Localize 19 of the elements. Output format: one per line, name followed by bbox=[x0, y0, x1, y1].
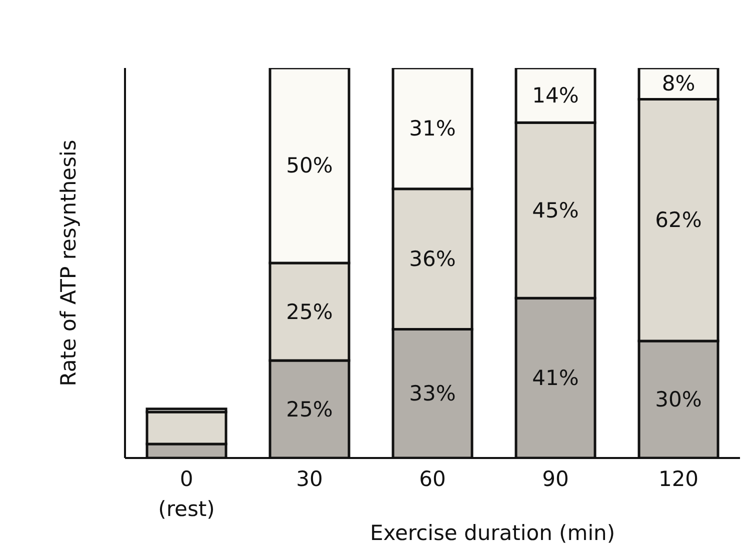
x-tick-label: 60 bbox=[419, 467, 446, 491]
data-label: 33% bbox=[409, 382, 456, 406]
data-label: 36% bbox=[409, 247, 456, 272]
data-label: 25% bbox=[286, 397, 333, 422]
data-label: 45% bbox=[532, 198, 579, 222]
data-label: 62% bbox=[655, 208, 702, 232]
data-label: 25% bbox=[286, 300, 333, 324]
y-axis-title: Rate of ATP resynthesis bbox=[56, 140, 80, 386]
data-label: 41% bbox=[532, 366, 579, 390]
data-label: 31% bbox=[409, 116, 456, 140]
x-tick-label: 0 (rest) bbox=[158, 467, 215, 521]
x-tick-label: 120 bbox=[658, 467, 699, 491]
x-tick-label: 30 bbox=[296, 467, 323, 491]
x-tick-label: 90 bbox=[542, 467, 569, 491]
data-label: 14% bbox=[532, 83, 579, 108]
data-label: 50% bbox=[286, 154, 333, 178]
x-axis-title: Exercise duration (min) bbox=[370, 521, 616, 545]
data-label: 8% bbox=[662, 72, 696, 96]
data-label: 30% bbox=[655, 388, 702, 412]
